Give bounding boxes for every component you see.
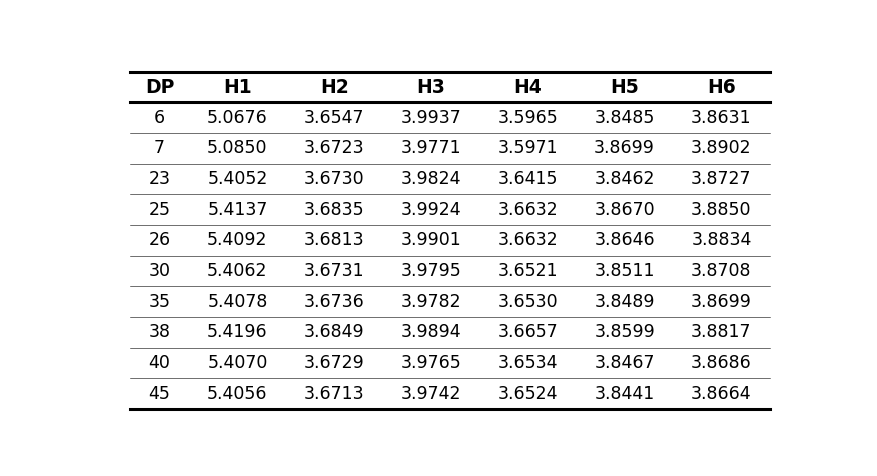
Text: 3.6632: 3.6632 xyxy=(497,201,558,219)
Text: 3.8699: 3.8699 xyxy=(594,139,654,158)
Text: 3.9937: 3.9937 xyxy=(400,109,460,127)
Text: 3.8462: 3.8462 xyxy=(594,170,654,188)
Text: H3: H3 xyxy=(416,78,445,97)
Text: 45: 45 xyxy=(148,385,170,403)
Text: 3.6534: 3.6534 xyxy=(497,354,558,372)
Text: 3.6731: 3.6731 xyxy=(303,262,364,280)
Text: 3.8511: 3.8511 xyxy=(594,262,654,280)
Text: 3.8686: 3.8686 xyxy=(690,354,751,372)
Text: 40: 40 xyxy=(148,354,170,372)
Text: 3.8670: 3.8670 xyxy=(594,201,654,219)
Text: 23: 23 xyxy=(148,170,170,188)
Text: DP: DP xyxy=(145,78,174,97)
Text: 30: 30 xyxy=(148,262,170,280)
Text: 38: 38 xyxy=(148,323,170,341)
Text: 3.8699: 3.8699 xyxy=(690,293,751,311)
Text: 3.9924: 3.9924 xyxy=(400,201,460,219)
Text: 3.8441: 3.8441 xyxy=(594,385,654,403)
Text: 3.5971: 3.5971 xyxy=(497,139,558,158)
Text: 3.6524: 3.6524 xyxy=(497,385,558,403)
Text: 5.4092: 5.4092 xyxy=(207,231,267,249)
Text: 3.9765: 3.9765 xyxy=(400,354,460,372)
Text: 5.4056: 5.4056 xyxy=(207,385,267,403)
Text: 3.8485: 3.8485 xyxy=(594,109,654,127)
Text: 3.9782: 3.9782 xyxy=(400,293,460,311)
Text: 5.4137: 5.4137 xyxy=(207,201,267,219)
Text: 5.0676: 5.0676 xyxy=(207,109,267,127)
Text: H6: H6 xyxy=(706,78,735,97)
Text: 5.4062: 5.4062 xyxy=(207,262,267,280)
Text: 7: 7 xyxy=(154,139,165,158)
Text: 3.6813: 3.6813 xyxy=(303,231,364,249)
Text: 26: 26 xyxy=(148,231,170,249)
Text: 3.9824: 3.9824 xyxy=(400,170,460,188)
Text: 3.9901: 3.9901 xyxy=(400,231,460,249)
Text: 3.8631: 3.8631 xyxy=(690,109,751,127)
Text: 3.6729: 3.6729 xyxy=(303,354,364,372)
Text: 3.6415: 3.6415 xyxy=(497,170,558,188)
Text: 25: 25 xyxy=(148,201,170,219)
Text: 5.4196: 5.4196 xyxy=(207,323,267,341)
Text: H4: H4 xyxy=(513,78,542,97)
Text: 5.4052: 5.4052 xyxy=(207,170,267,188)
Text: H2: H2 xyxy=(319,78,348,97)
Text: 3.6723: 3.6723 xyxy=(303,139,364,158)
Text: 3.6521: 3.6521 xyxy=(497,262,558,280)
Text: 3.5965: 3.5965 xyxy=(497,109,558,127)
Text: 35: 35 xyxy=(148,293,170,311)
Text: 3.8817: 3.8817 xyxy=(690,323,751,341)
Text: 3.8467: 3.8467 xyxy=(594,354,654,372)
Text: 3.8646: 3.8646 xyxy=(594,231,654,249)
Text: H5: H5 xyxy=(610,78,638,97)
Text: 3.6547: 3.6547 xyxy=(303,109,364,127)
Text: 5.4078: 5.4078 xyxy=(207,293,267,311)
Text: 3.6736: 3.6736 xyxy=(303,293,364,311)
Text: 3.8664: 3.8664 xyxy=(690,385,751,403)
Text: 3.8727: 3.8727 xyxy=(690,170,751,188)
Text: 3.6849: 3.6849 xyxy=(303,323,364,341)
Text: 3.8850: 3.8850 xyxy=(690,201,751,219)
Text: 3.6530: 3.6530 xyxy=(497,293,558,311)
Text: 3.9795: 3.9795 xyxy=(400,262,460,280)
Text: 5.4070: 5.4070 xyxy=(207,354,267,372)
Text: 3.6632: 3.6632 xyxy=(497,231,558,249)
Text: 5.0850: 5.0850 xyxy=(207,139,267,158)
Text: 3.9771: 3.9771 xyxy=(400,139,460,158)
Text: 3.8834: 3.8834 xyxy=(690,231,751,249)
Text: 3.6730: 3.6730 xyxy=(303,170,364,188)
Text: 3.8902: 3.8902 xyxy=(690,139,751,158)
Text: 3.8599: 3.8599 xyxy=(594,323,654,341)
Text: 3.6713: 3.6713 xyxy=(303,385,364,403)
Text: H1: H1 xyxy=(223,78,252,97)
Text: 3.6657: 3.6657 xyxy=(497,323,558,341)
Text: 3.8489: 3.8489 xyxy=(594,293,654,311)
Text: 3.9742: 3.9742 xyxy=(400,385,460,403)
Text: 3.8708: 3.8708 xyxy=(690,262,751,280)
Text: 3.9894: 3.9894 xyxy=(400,323,460,341)
Text: 3.6835: 3.6835 xyxy=(303,201,364,219)
Text: 6: 6 xyxy=(153,109,165,127)
